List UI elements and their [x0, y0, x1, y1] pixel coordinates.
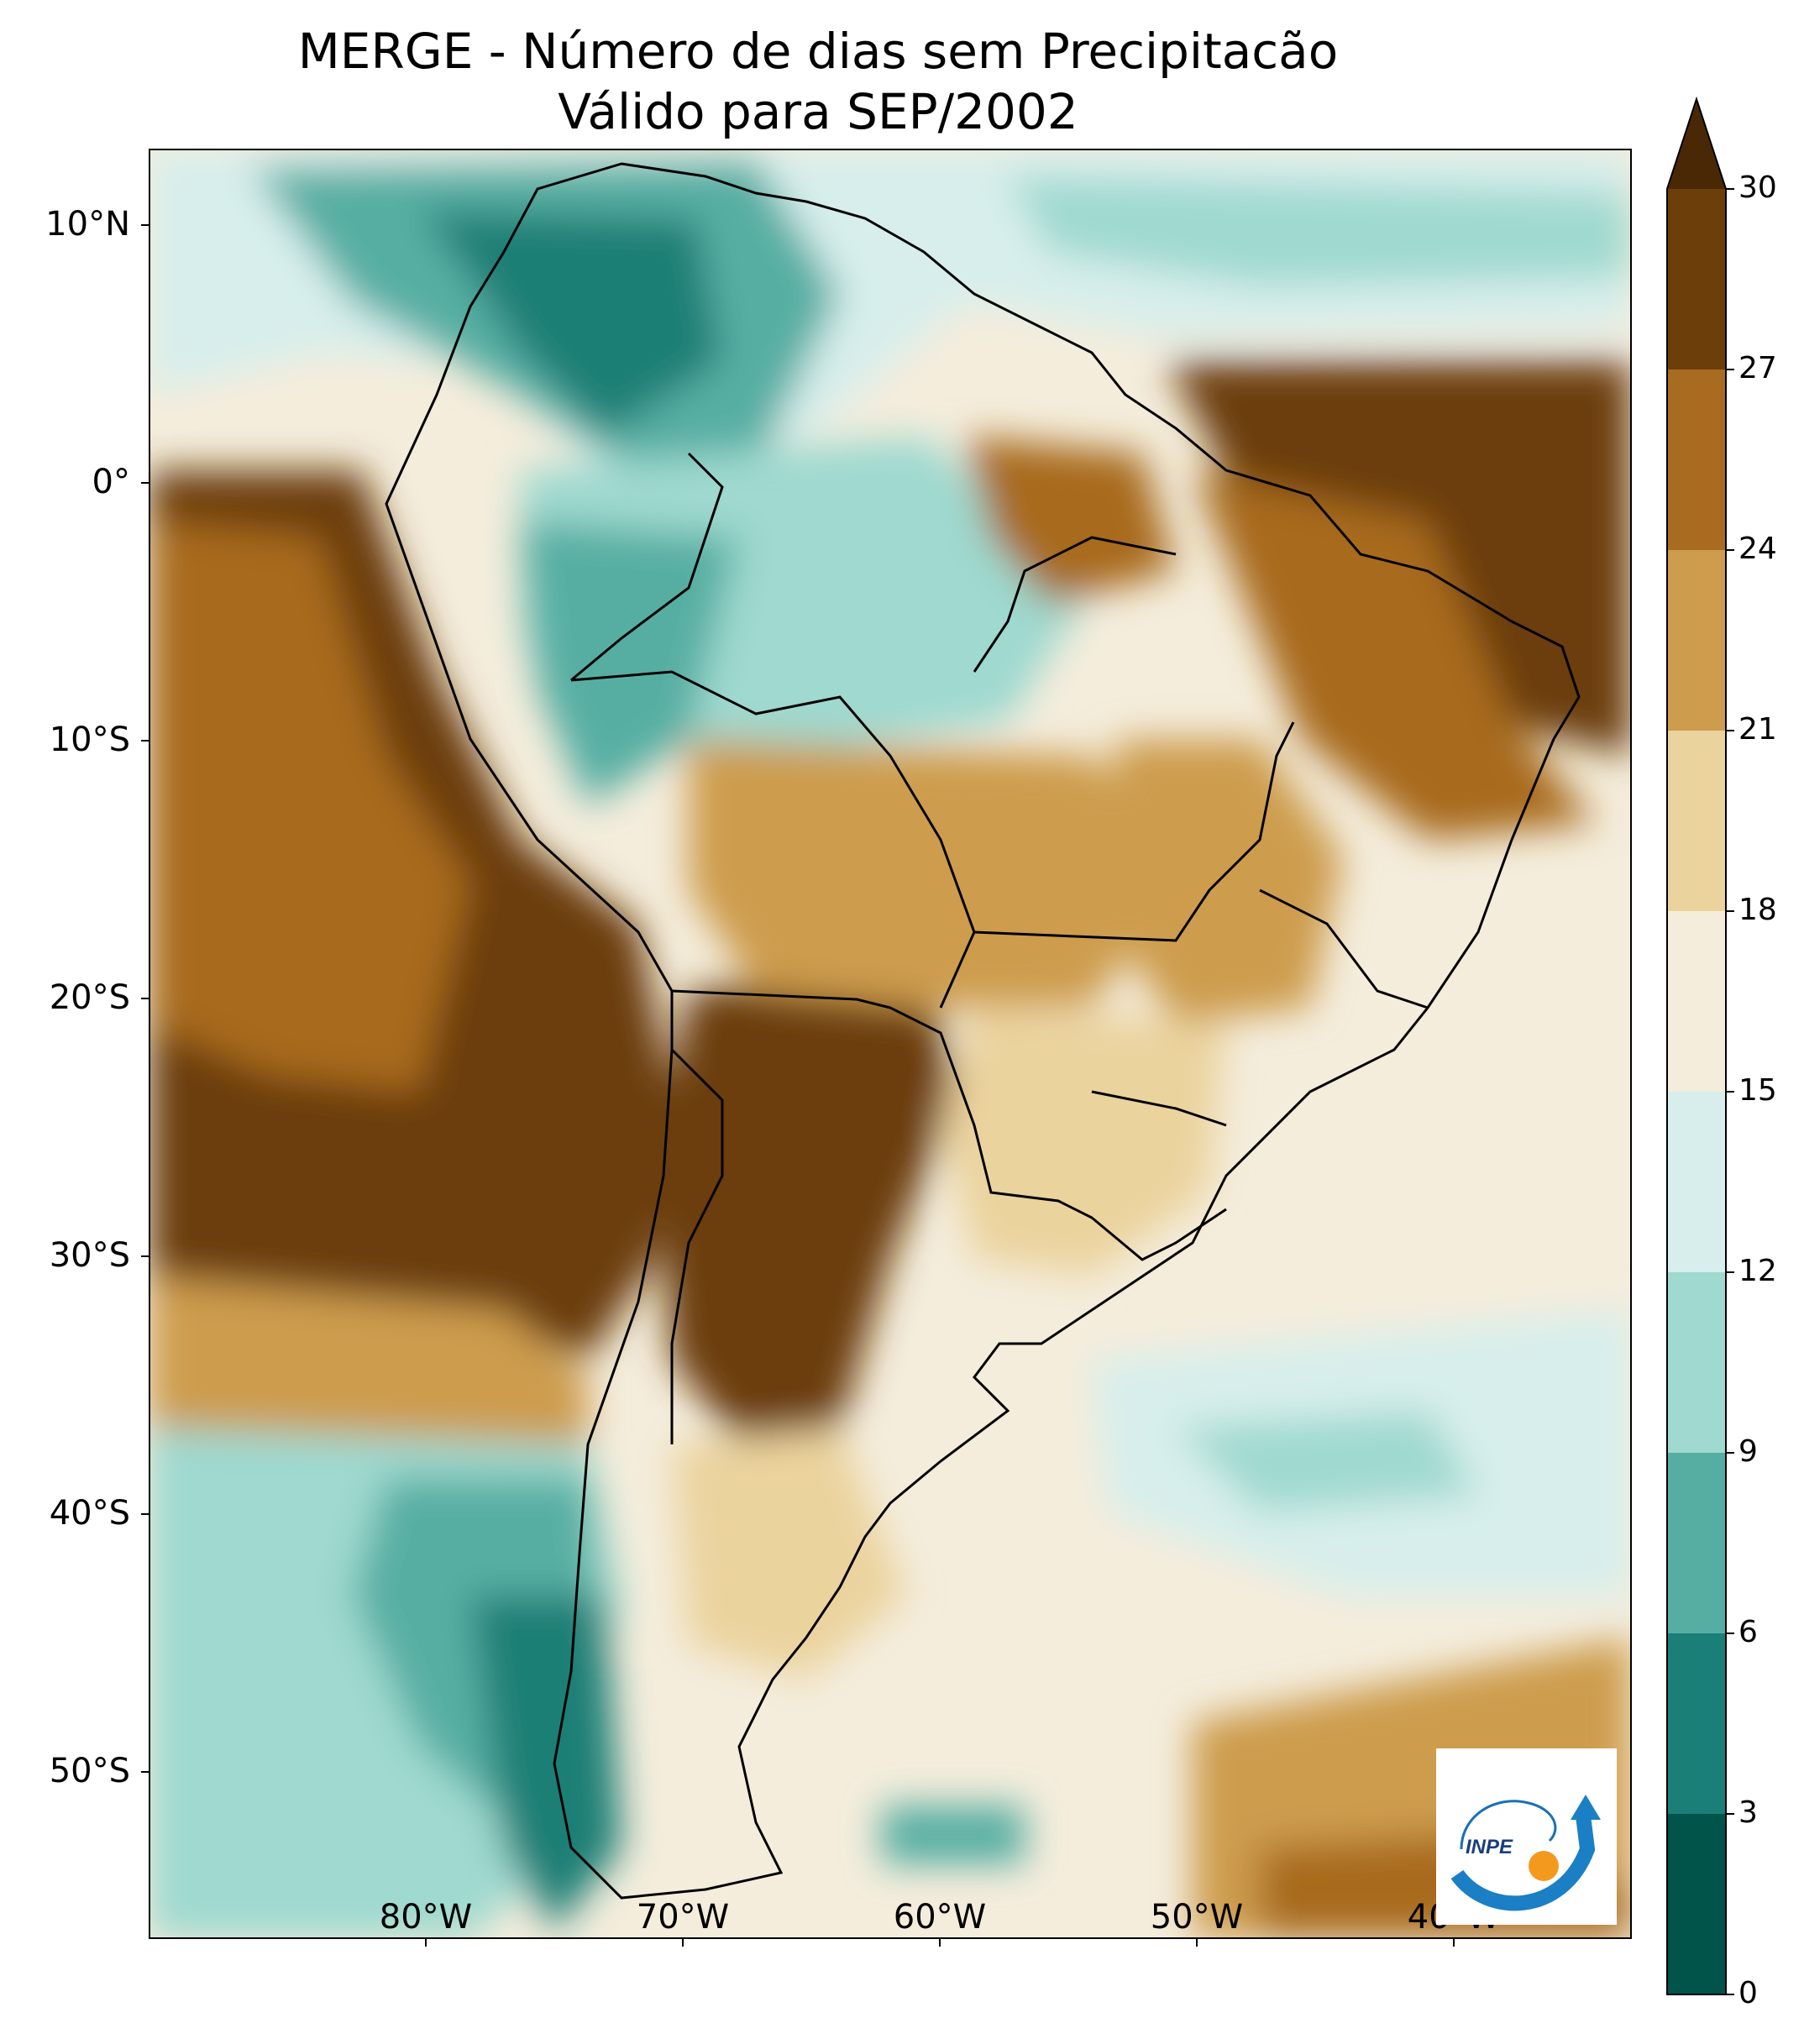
lon-label: 70°W — [636, 1898, 730, 1937]
colorbar-segment-6 — [1667, 731, 1726, 911]
colorbar-segment-5 — [1667, 911, 1726, 1092]
colorbar-tick-label: 6 — [1738, 1615, 1758, 1649]
colorbar-tick-label: 21 — [1738, 712, 1777, 747]
lat-label: 10°N — [45, 205, 130, 244]
colorbar-tick-label: 27 — [1738, 351, 1777, 385]
colorbar-tick-label: 24 — [1738, 532, 1777, 566]
colorbar-segment-0 — [1667, 1814, 1726, 1994]
map-title-line2: Válido para SEP/2002 — [558, 83, 1078, 140]
colorbar-tick-label: 0 — [1738, 1976, 1758, 2010]
lat-label: 50°S — [49, 1752, 130, 1790]
colorbar-segment-8 — [1667, 369, 1726, 550]
colorbar-segment-7 — [1667, 550, 1726, 731]
lon-label: 50°W — [1150, 1898, 1244, 1937]
map-title-line1: MERGE - Número de dias sem Precipitacão — [297, 23, 1339, 80]
colorbar-segment-2 — [1667, 1453, 1726, 1633]
lat-label: 10°S — [49, 721, 130, 759]
colorbar-tick-label: 18 — [1738, 893, 1777, 927]
lat-label: 20°S — [49, 978, 130, 1017]
colorbar-tick-label: 15 — [1738, 1073, 1777, 1108]
lat-label: 30°S — [49, 1236, 130, 1275]
precipitation-field — [149, 149, 1631, 1938]
colorbar-tick-label: 9 — [1738, 1434, 1758, 1469]
inpe-logo-icon: INPE — [1450, 1795, 1601, 1911]
lon-label: 60°W — [893, 1898, 987, 1937]
colorbar-tick-label: 12 — [1738, 1254, 1777, 1288]
logo-text: INPE — [1466, 1836, 1513, 1858]
colorbar-segment-1 — [1667, 1633, 1726, 1814]
colorbar-tick-label: 30 — [1738, 170, 1777, 205]
inpe-logo: INPE — [1436, 1748, 1617, 1925]
country-borders — [385, 162, 1581, 1900]
lon-label: 80°W — [379, 1898, 473, 1937]
lat-label: 0° — [92, 463, 130, 501]
colorbar-tick-label: 3 — [1738, 1795, 1758, 1830]
colorbar-segment-4 — [1667, 1092, 1726, 1272]
colorbar-segment-9 — [1667, 189, 1726, 369]
colorbar — [1666, 96, 1734, 1995]
lat-label: 40°S — [49, 1494, 130, 1533]
colorbar-extend-arrow — [1667, 99, 1726, 189]
colorbar-segment-3 — [1667, 1272, 1726, 1453]
